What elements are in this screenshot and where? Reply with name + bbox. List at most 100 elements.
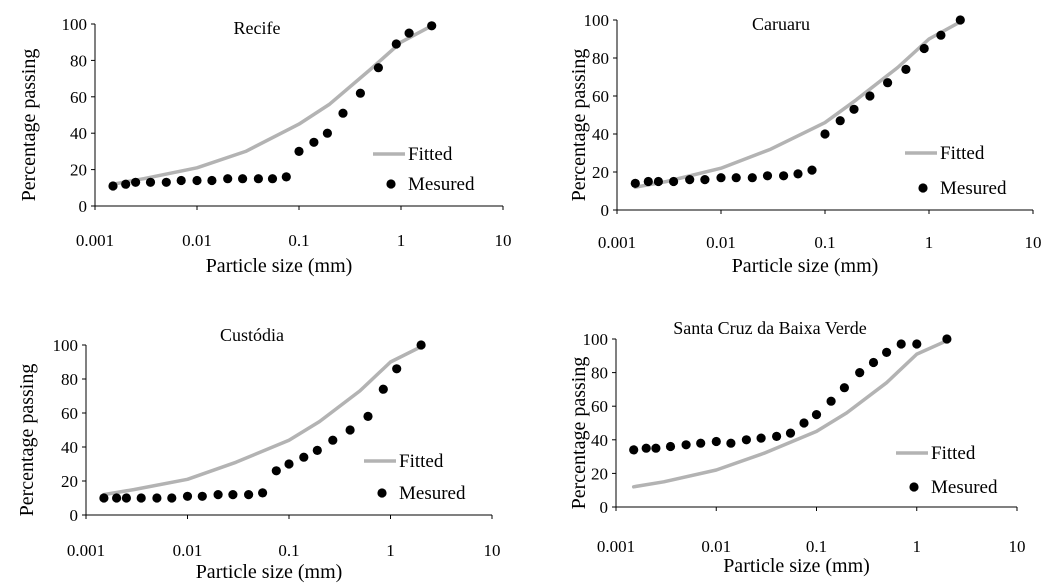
y-tick-label: 80 [592,49,609,68]
measured-point [99,493,109,503]
measured-point [731,173,741,183]
measured-point [167,493,177,503]
measured-point [223,174,233,184]
legend: Fitted Mesured [373,144,475,195]
measured-point [267,174,278,184]
measured-point [643,176,653,187]
legend-measured-swatch [386,179,396,189]
fitted-line [631,338,949,489]
measured-point [108,181,118,191]
legend-fitted-label: Fitted [408,144,453,165]
x-tick-label: 1 [386,541,395,560]
measured-point [855,368,865,378]
measured-point [849,104,859,114]
x-tick-label: 10 [484,541,501,560]
x-tick-label: 0.001 [76,231,114,250]
legend-measured-label: Mesured [408,174,475,195]
y-tick-label: 100 [62,15,88,34]
legend-measured-swatch [377,488,387,498]
measured-point [322,128,332,138]
measured-point [281,172,291,182]
measured-point [651,443,661,453]
x-tick-label: 0.001 [67,541,105,560]
measured-point [653,176,664,187]
chart-panel-3: 0 20 40 60 80 100 0.001 0.01 0.1 1 10 Percentage pa… [16,325,501,583]
measured-point [882,347,892,357]
y-tick-label: 60 [61,404,78,423]
legend-measured-label: Mesured [399,483,466,504]
measured-point [294,146,304,156]
measured-point [328,435,338,445]
measured-point [112,493,122,503]
y-tick-label: 20 [70,161,87,180]
legend-measured-label: Mesured [931,477,998,498]
measured-point [811,410,822,420]
measured-point [131,177,141,187]
measured-point [799,418,809,428]
measured-point [630,178,640,188]
measured-point [741,435,752,445]
measured-point [271,466,281,476]
measured-point [912,339,922,349]
x-tick-label: 0.01 [706,233,736,252]
fitted-line [102,344,423,497]
measured-point [197,491,207,501]
measured-point [762,171,773,181]
measured-point [309,137,319,147]
measured-point [121,493,131,503]
y-tick-label: 60 [591,397,608,416]
measured-point [868,357,879,368]
legend-fitted-label: Fitted [940,143,985,164]
measured-point [665,441,676,452]
measured-point [716,173,726,183]
y-tick-label: 80 [61,370,78,389]
x-tick-label: 0.01 [173,541,203,560]
x-tick-label: 10 [1025,233,1042,252]
measured-point [391,39,401,49]
measured-point [936,30,946,40]
x-tick-label: 0.1 [814,233,835,252]
measured-point [345,425,355,435]
chart-panel-2: 0 20 40 60 80 100 0.001 0.01 0.1 1 10 Percentage pa… [568,11,1042,277]
measured-point [338,108,348,118]
x-tick-label: 0.01 [182,231,212,250]
x-tick-label: 10 [495,231,512,250]
y-tick-label: 80 [591,364,608,383]
measured-point [785,428,796,438]
y-tick-label: 60 [592,87,609,106]
measured-point [213,490,223,500]
legend-fitted-label: Fitted [931,443,976,464]
y-tick-label: 0 [70,506,79,525]
measured-point [641,443,651,453]
legend-measured-swatch [918,183,928,193]
legend: Fitted Mesured [905,143,1007,199]
y-tick-label: 20 [591,464,608,483]
measured-point [839,383,850,393]
measured-point [696,438,706,448]
y-tick-label: 20 [592,163,609,182]
chart-title: Santa Cruz da Baixa Verde [673,318,867,338]
chart-panel-4: 0 20 40 60 80 100 0.001 0.01 0.1 1 10 Percentage pa… [568,318,1026,577]
measured-point [681,440,691,450]
measured-point [669,176,679,187]
x-tick-label: 1 [925,233,934,252]
y-axis-title: Percentage passing [18,49,40,202]
measured-point [312,445,322,455]
measured-point [919,43,929,54]
measured-point [883,78,893,88]
x-axis-title: Particle size (mm) [196,561,343,583]
x-axis-title: Particle size (mm) [206,255,353,277]
legend-measured-swatch [909,482,919,492]
measured-point [207,175,217,186]
y-tick-label: 100 [584,11,610,30]
y-tick-label: 40 [61,438,78,457]
measured-point [865,91,875,101]
measured-point [711,436,721,447]
measured-point [807,165,817,175]
measured-point [726,438,736,448]
measured-point [136,493,146,503]
y-tick-label: 0 [601,201,610,220]
measured-point [363,411,373,421]
measured-point [355,88,365,98]
